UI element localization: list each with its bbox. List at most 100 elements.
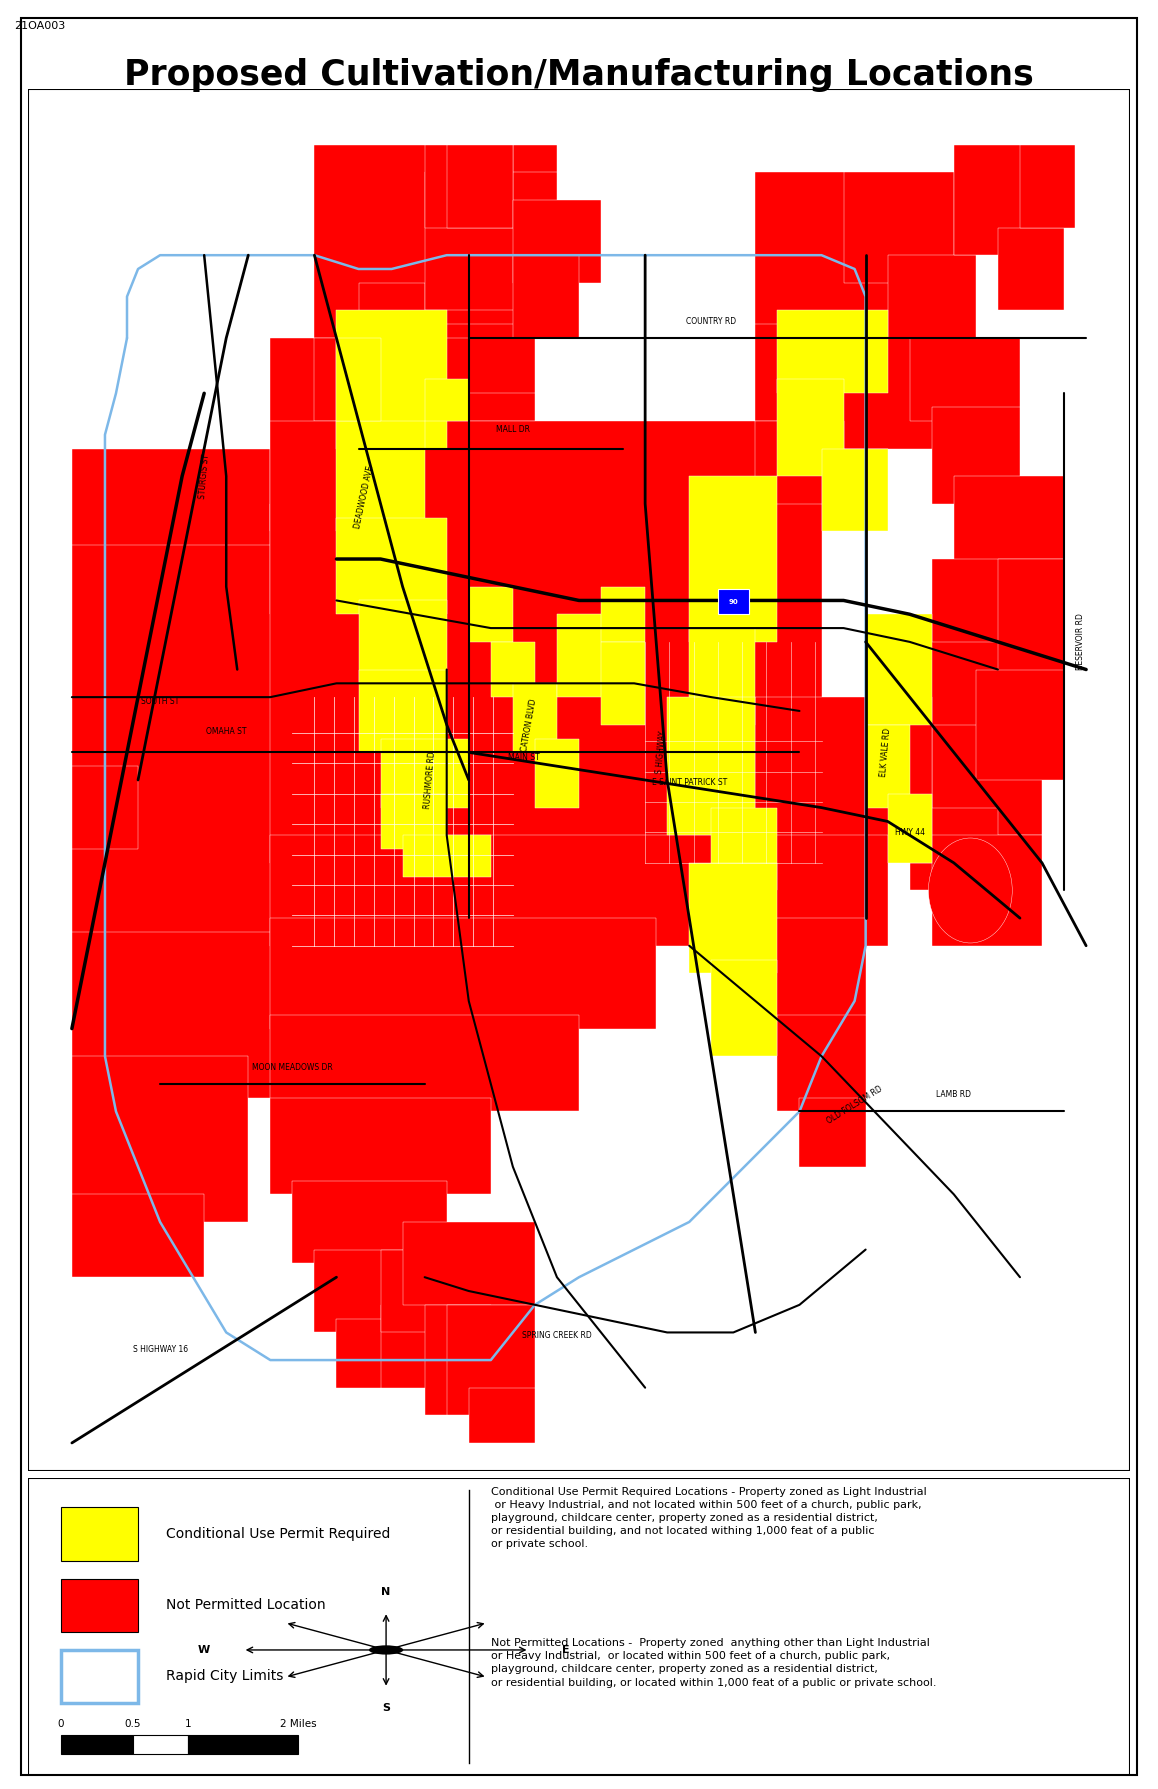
Bar [359, 601, 447, 683]
Bar [132, 1735, 188, 1753]
Bar [954, 476, 1064, 587]
Bar [755, 698, 932, 862]
Bar [513, 256, 579, 338]
Bar [72, 572, 149, 710]
Bar [888, 794, 932, 862]
Bar [910, 338, 1020, 420]
Bar [359, 324, 535, 420]
Bar [403, 338, 535, 394]
Bar [821, 449, 888, 504]
Bar [337, 1318, 425, 1388]
Bar [954, 145, 1064, 256]
Text: Conditional Use Permit Required Locations - Property zoned as Light Industrial
 : Conditional Use Permit Required Location… [491, 1487, 926, 1549]
Text: 0.5: 0.5 [124, 1719, 141, 1728]
Bar [270, 1098, 491, 1195]
Text: HWY 44: HWY 44 [895, 828, 925, 837]
Bar [601, 587, 645, 642]
Bar [1020, 145, 1075, 227]
Bar [777, 311, 888, 394]
Bar [799, 1098, 866, 1166]
Text: RUSHMORE RD: RUSHMORE RD [423, 751, 438, 809]
Text: SPRING CREEK RD: SPRING CREEK RD [522, 1331, 592, 1340]
Bar [403, 1222, 535, 1304]
Bar [998, 227, 1064, 311]
Bar [469, 587, 513, 642]
Bar [601, 642, 645, 725]
Bar [998, 558, 1064, 698]
Text: COUNTRY RD: COUNTRY RD [687, 317, 736, 326]
Bar [425, 145, 513, 227]
Bar [755, 172, 954, 338]
Bar [491, 642, 535, 698]
Text: SOUTH ST: SOUTH ST [141, 696, 179, 707]
Bar [359, 283, 425, 365]
Text: S HIGHWAY: S HIGHWAY [655, 730, 668, 775]
Text: 90: 90 [728, 599, 738, 605]
Bar [243, 1735, 298, 1753]
Text: MOON MEADOWS DR: MOON MEADOWS DR [252, 1063, 332, 1072]
Bar [270, 504, 359, 614]
Text: Not Permitted Locations -  Property zoned  anything other than Light Industrial
: Not Permitted Locations - Property zoned… [491, 1639, 937, 1687]
Bar [755, 420, 843, 504]
Text: ELK VALE RD: ELK VALE RD [879, 728, 892, 776]
Text: N: N [381, 1587, 390, 1596]
Bar [381, 1249, 491, 1333]
Bar [72, 946, 270, 1056]
Bar [381, 1304, 447, 1388]
Bar [315, 145, 557, 338]
Bar [425, 1360, 469, 1415]
Bar [337, 338, 381, 420]
Text: 0: 0 [58, 1719, 64, 1728]
Text: DEADWOOD AVE: DEADWOOD AVE [353, 465, 375, 530]
Text: E: E [563, 1644, 570, 1655]
Bar [755, 835, 888, 946]
Bar [689, 862, 777, 973]
Text: Not Permitted Location: Not Permitted Location [166, 1598, 325, 1612]
Text: Proposed Cultivation/Manufacturing Locations: Proposed Cultivation/Manufacturing Locat… [124, 57, 1034, 93]
Text: Rapid City Limits: Rapid City Limits [166, 1669, 283, 1683]
Text: MALL DR: MALL DR [496, 424, 530, 433]
Bar [689, 628, 755, 725]
Text: E SAINT PATRICK ST: E SAINT PATRICK ST [652, 778, 727, 787]
Bar [292, 1181, 447, 1263]
Text: 21OA003: 21OA003 [14, 21, 65, 32]
Bar [932, 725, 1042, 835]
Bar [337, 311, 447, 449]
Bar [777, 379, 843, 476]
Bar [72, 572, 347, 739]
Bar [72, 1056, 248, 1222]
Bar [270, 1014, 579, 1111]
Text: STURGIS ST: STURGIS ST [198, 453, 211, 499]
Bar [888, 256, 976, 338]
Bar [72, 462, 116, 946]
Bar [61, 1508, 138, 1560]
Circle shape [369, 1646, 403, 1655]
Bar [843, 172, 954, 283]
Text: S HIGHWAY 16: S HIGHWAY 16 [132, 1345, 188, 1354]
Bar [910, 642, 1020, 753]
Bar [821, 449, 888, 531]
Text: W: W [198, 1644, 210, 1655]
Bar [447, 145, 513, 227]
Text: S: S [382, 1703, 390, 1714]
Bar [72, 766, 138, 850]
Bar [72, 462, 315, 988]
Bar [711, 807, 777, 891]
Bar [72, 932, 359, 1098]
Bar [777, 1014, 866, 1111]
Bar [755, 324, 888, 420]
Circle shape [929, 837, 1012, 943]
Bar [425, 1304, 491, 1360]
Text: OLD FOLSOM RD: OLD FOLSOM RD [826, 1084, 884, 1125]
Bar [270, 835, 755, 946]
Bar [425, 379, 469, 420]
Bar [557, 614, 623, 698]
Bar [425, 172, 557, 311]
Text: Conditional Use Permit Required: Conditional Use Permit Required [166, 1526, 390, 1540]
Bar [866, 614, 932, 725]
Bar [188, 1735, 243, 1753]
Bar [270, 420, 821, 862]
Bar [910, 807, 998, 891]
Bar [315, 1249, 425, 1333]
Bar [711, 959, 777, 1056]
